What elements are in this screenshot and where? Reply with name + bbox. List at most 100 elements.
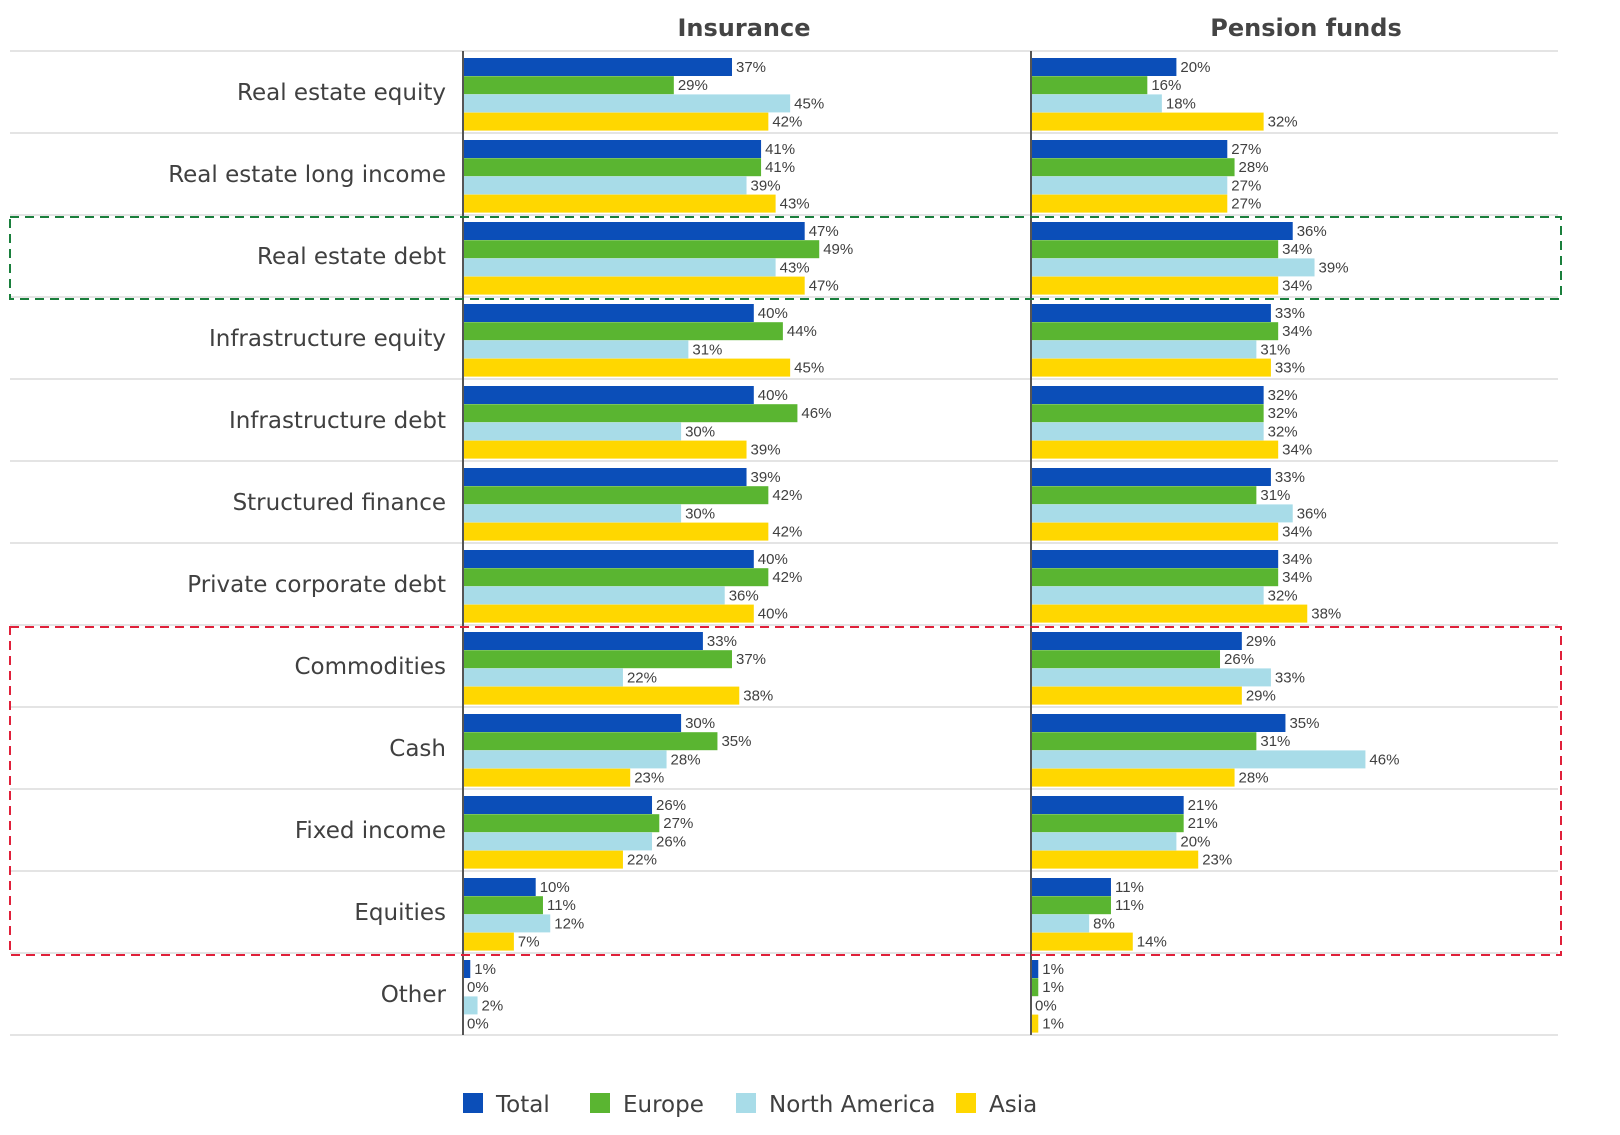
bar-insurance-infrastructure-equity-asia — [463, 358, 791, 377]
value-label-pension-other-north-america: 0% — [1035, 997, 1057, 1014]
bar-insurance-infrastructure-equity-europe — [463, 322, 783, 341]
bar-insurance-real-estate-long-income-europe — [463, 158, 762, 177]
bar-pension-real-estate-equity-north-america — [1031, 94, 1162, 113]
legend-swatch-north-america — [736, 1093, 756, 1113]
value-label-insurance-real-estate-equity-total: 37% — [736, 59, 766, 76]
value-label-pension-fixed-income-asia: 23% — [1202, 852, 1232, 869]
value-label-pension-real-estate-long-income-total: 27% — [1231, 141, 1261, 158]
value-label-insurance-other-europe: 0% — [467, 979, 489, 996]
bar-insurance-real-estate-long-income-total — [463, 140, 762, 158]
value-label-insurance-cash-total: 30% — [685, 715, 715, 732]
value-label-insurance-commodities-north-america: 22% — [627, 669, 657, 686]
bar-insurance-commodities-asia — [463, 686, 740, 705]
value-label-pension-fixed-income-north-america: 20% — [1180, 833, 1210, 850]
bar-insurance-real-estate-equity-asia — [463, 112, 769, 131]
category-label-fixed-income: Fixed income — [295, 818, 446, 844]
bar-insurance-structured-finance-north-america — [463, 504, 682, 523]
bar-insurance-private-corporate-debt-total — [463, 550, 754, 568]
bar-insurance-real-estate-equity-total — [463, 58, 732, 76]
value-label-insurance-commodities-asia: 38% — [743, 688, 773, 705]
row-dividers — [10, 50, 1558, 1036]
value-label-insurance-fixed-income-europe: 27% — [663, 815, 693, 832]
bar-pension-other-asia — [1031, 1014, 1039, 1033]
value-label-pension-private-corporate-debt-asia: 38% — [1311, 606, 1341, 623]
value-label-insurance-infrastructure-debt-north-america: 30% — [685, 423, 715, 440]
bar-pension-private-corporate-debt-north-america — [1031, 586, 1264, 605]
bar-insurance-structured-finance-asia — [463, 522, 769, 541]
panel-axes — [462, 51, 1032, 1035]
value-label-pension-infrastructure-equity-north-america: 31% — [1260, 341, 1290, 358]
bar-insurance-real-estate-debt-north-america — [463, 258, 776, 277]
value-label-insurance-cash-asia: 23% — [634, 770, 664, 787]
value-label-insurance-infrastructure-debt-asia: 39% — [751, 442, 781, 459]
bar-insurance-real-estate-debt-total — [463, 222, 805, 240]
bar-insurance-equities-north-america — [463, 914, 551, 933]
bar-pension-real-estate-equity-asia — [1031, 112, 1264, 131]
bar-pension-infrastructure-debt-europe — [1031, 404, 1264, 423]
bar-pension-equities-asia — [1031, 932, 1133, 951]
bar-insurance-cash-total — [463, 714, 682, 732]
panel-title-insurance: Insurance — [677, 14, 810, 42]
bar-pension-infrastructure-equity-north-america — [1031, 340, 1257, 359]
bar-pension-infrastructure-equity-asia — [1031, 358, 1271, 377]
bar-pension-infrastructure-equity-total — [1031, 304, 1271, 322]
bar-insurance-commodities-north-america — [463, 668, 623, 687]
bar-pension-structured-finance-europe — [1031, 486, 1257, 505]
value-label-pension-cash-asia: 28% — [1239, 770, 1269, 787]
value-label-insurance-other-north-america: 2% — [482, 997, 504, 1014]
bar-pension-real-estate-debt-total — [1031, 222, 1293, 240]
legend-label-asia: Asia — [989, 1092, 1037, 1118]
bar-insurance-infrastructure-equity-north-america — [463, 340, 689, 359]
bar-pension-commodities-total — [1031, 632, 1242, 650]
value-label-insurance-structured-finance-asia: 42% — [772, 524, 802, 541]
bar-insurance-real-estate-long-income-north-america — [463, 176, 747, 195]
bar-pension-other-total — [1031, 960, 1039, 978]
category-label-infrastructure-debt: Infrastructure debt — [229, 408, 446, 434]
bars — [463, 58, 1366, 1033]
bar-insurance-commodities-europe — [463, 650, 732, 669]
value-label-pension-other-europe: 1% — [1042, 979, 1064, 996]
highlight-box-green-dashed — [9, 216, 1562, 300]
value-label-pension-real-estate-debt-europe: 34% — [1282, 241, 1312, 258]
value-label-pension-real-estate-long-income-europe: 28% — [1239, 159, 1269, 176]
bar-pension-real-estate-long-income-asia — [1031, 194, 1228, 213]
value-label-pension-other-asia: 1% — [1042, 1016, 1064, 1033]
category-label-commodities: Commodities — [294, 654, 446, 680]
value-label-pension-infrastructure-debt-north-america: 32% — [1268, 423, 1298, 440]
bar-pension-fixed-income-north-america — [1031, 832, 1177, 851]
panel-title-pension-funds: Pension funds — [1210, 14, 1401, 42]
bar-insurance-infrastructure-equity-total — [463, 304, 754, 322]
value-label-pension-commodities-asia: 29% — [1246, 688, 1276, 705]
value-label-pension-other-total: 1% — [1042, 961, 1064, 978]
highlight-box-red-dashed — [9, 626, 1562, 956]
category-label-other: Other — [381, 982, 447, 1008]
bar-pension-real-estate-equity-europe — [1031, 76, 1148, 95]
bar-pension-infrastructure-debt-north-america — [1031, 422, 1264, 441]
value-label-pension-private-corporate-debt-europe: 34% — [1282, 569, 1312, 586]
value-label-pension-cash-europe: 31% — [1260, 733, 1290, 750]
category-label-structured-finance: Structured finance — [233, 490, 446, 516]
legend-swatch-europe — [590, 1093, 610, 1113]
bar-insurance-cash-north-america — [463, 750, 667, 769]
value-label-pension-infrastructure-equity-asia: 33% — [1275, 360, 1305, 377]
value-label-insurance-other-total: 1% — [474, 961, 496, 978]
value-label-insurance-real-estate-long-income-asia: 43% — [780, 196, 810, 213]
value-label-insurance-private-corporate-debt-total: 40% — [758, 551, 788, 568]
value-label-pension-real-estate-debt-north-america: 39% — [1319, 259, 1349, 276]
bar-pension-equities-total — [1031, 878, 1111, 896]
value-label-insurance-cash-europe: 35% — [721, 733, 751, 750]
bar-insurance-real-estate-equity-europe — [463, 76, 674, 95]
bar-pension-infrastructure-debt-total — [1031, 386, 1264, 404]
value-label-pension-private-corporate-debt-north-america: 32% — [1268, 587, 1298, 604]
value-label-pension-fixed-income-total: 21% — [1188, 797, 1218, 814]
bar-pension-equities-europe — [1031, 896, 1111, 915]
bar-insurance-real-estate-equity-north-america — [463, 94, 791, 113]
value-label-insurance-structured-finance-europe: 42% — [772, 487, 802, 504]
value-label-insurance-infrastructure-equity-total: 40% — [758, 305, 788, 322]
bar-insurance-commodities-total — [463, 632, 703, 650]
bar-pension-infrastructure-equity-europe — [1031, 322, 1279, 341]
value-label-insurance-cash-north-america: 28% — [671, 751, 701, 768]
bar-pension-private-corporate-debt-europe — [1031, 568, 1279, 587]
legend-label-north-america: North America — [769, 1092, 936, 1118]
value-label-pension-structured-finance-europe: 31% — [1260, 487, 1290, 504]
